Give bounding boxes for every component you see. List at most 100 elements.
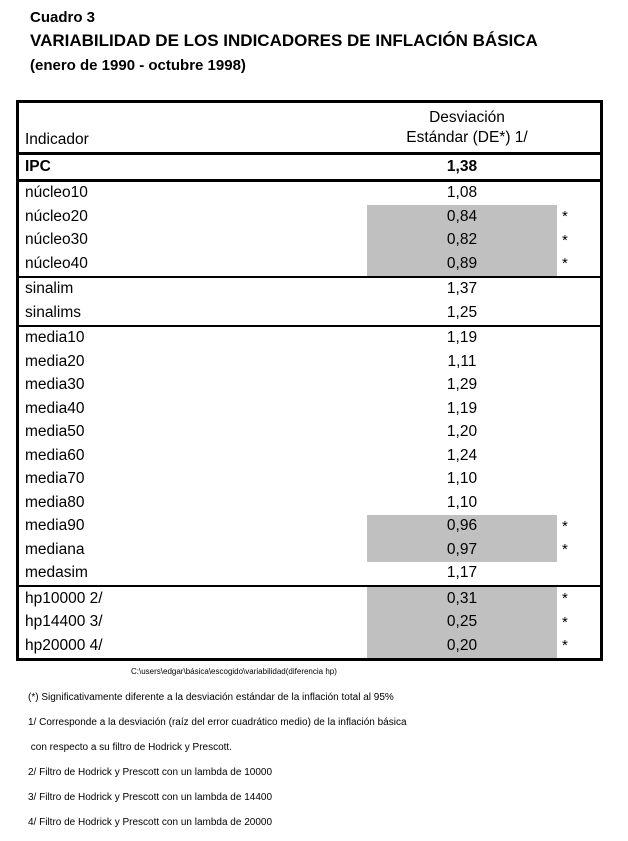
table-number: Cuadro 3	[30, 9, 96, 26]
row-indicator: núcleo20	[25, 207, 88, 225]
row-std-deviation-value: 1,38	[446, 157, 478, 175]
title-period: (enero de 1990 - octubre 1998)	[30, 57, 246, 74]
table-row: sinalims 1,25	[19, 301, 600, 325]
table-group-media: media10 1,19 media20 1,11 media30 1,29 media40…	[19, 327, 600, 587]
row-indicator: media40	[25, 399, 85, 417]
footnote-line: 4/ Filtro de Hodrick y Prescott con un l…	[28, 817, 273, 828]
table-row: hp10000 2/0,31 *	[19, 587, 600, 611]
row-significance-star	[557, 468, 600, 492]
row-significance-star: *	[562, 208, 568, 226]
row-indicator: media30	[25, 376, 85, 394]
table-row: media30 1,29	[19, 374, 600, 398]
header-std-deviation-line1: Desviación	[429, 109, 505, 126]
row-indicator: media20	[25, 352, 85, 370]
row-std-deviation-value: 1,19	[446, 399, 478, 417]
row-significance-star	[557, 350, 600, 374]
table-row: media60 1,24	[19, 444, 600, 468]
row-significance-star	[557, 374, 600, 398]
table-row: hp20000 4/0,20 *	[19, 634, 600, 658]
table-caption: C:\users\edgar\básica\escogido\variabili…	[131, 667, 337, 676]
row-std-deviation-value: 1,10	[446, 470, 478, 488]
row-indicator: media50	[25, 423, 85, 441]
row-std-deviation-value: 0,82	[367, 228, 557, 252]
row-std-deviation-value: 1,11	[447, 352, 477, 370]
row-indicator: IPC	[25, 157, 51, 175]
row-significance-star	[557, 278, 600, 302]
row-significance-star	[557, 301, 600, 325]
row-indicator: mediana	[25, 540, 85, 558]
row-indicator: media90	[25, 517, 85, 535]
header-spacer	[562, 103, 600, 152]
table-row: media10 1,19	[19, 327, 600, 351]
table-row: medasim 1,17	[19, 562, 600, 586]
row-significance-star	[557, 562, 600, 586]
header-indicator: Indicador	[25, 131, 89, 148]
row-std-deviation-value: 0,97	[367, 538, 557, 562]
row-significance-star	[557, 421, 600, 445]
row-significance-star: *	[562, 613, 568, 631]
row-indicator: media80	[25, 493, 85, 511]
row-std-deviation-value: 1,08	[446, 184, 478, 202]
table-header-row: Indicador Desviación Estándar (DE*) 1/	[19, 103, 600, 155]
row-std-deviation-value: 1,19	[446, 329, 478, 347]
row-indicator: hp14400 3/	[25, 613, 103, 631]
row-significance-star	[557, 444, 600, 468]
row-std-deviation-value: 0,25	[367, 610, 557, 634]
row-std-deviation-value: 0,96	[367, 514, 557, 538]
table-row: sinalim 1,37	[19, 278, 600, 302]
header-std-deviation-line2: Estándar (DE*) 1/	[406, 129, 528, 146]
footnote-line: 1/ Corresponde a la desviación (raíz del…	[28, 717, 407, 728]
row-significance-star	[557, 327, 600, 351]
table-group-sinalim: sinalim 1,37 sinalims 1,25	[19, 278, 600, 327]
table-row: media80 1,10	[19, 491, 600, 515]
table-row: núcleo10 1,08	[19, 182, 600, 206]
row-significance-star: *	[562, 255, 568, 273]
row-std-deviation-value: 1,29	[446, 376, 478, 394]
row-std-deviation-value: 1,25	[446, 303, 478, 321]
row-std-deviation-value: 1,24	[446, 446, 478, 464]
row-std-deviation-value: 1,20	[446, 423, 478, 441]
footnote-line: (*) Significativamente diferente a la de…	[28, 692, 394, 703]
row-indicator: sinalims	[25, 303, 81, 321]
row-significance-star	[557, 491, 600, 515]
table-group-nucleo: núcleo10 1,08 núcleo20 0,84 * núcleo30 0,82 * nú…	[19, 182, 600, 278]
row-indicator: medasim	[25, 564, 88, 582]
row-std-deviation-value: 0,89	[367, 252, 557, 276]
row-indicator: hp20000 4/	[25, 636, 103, 654]
row-significance-star: *	[562, 637, 568, 655]
table-row: media90 0,96 *	[19, 514, 600, 538]
table-group-ipc: IPC 1,38	[19, 155, 600, 182]
footnote-line: 2/ Filtro de Hodrick y Prescott con un l…	[28, 767, 273, 778]
table-row: núcleo20 0,84 *	[19, 205, 600, 229]
footnote-line: 3/ Filtro de Hodrick y Prescott con un l…	[28, 792, 273, 803]
row-std-deviation-value: 0,20	[367, 634, 557, 658]
row-indicator: media60	[25, 446, 85, 464]
table-row: media20 1,11	[19, 350, 600, 374]
table-row: mediana 0,97 *	[19, 538, 600, 562]
row-significance-star: *	[562, 517, 568, 535]
row-indicator: media10	[25, 329, 85, 347]
row-std-deviation-value: 0,84	[367, 205, 557, 229]
row-indicator: núcleo30	[25, 231, 88, 249]
row-indicator: hp10000 2/	[25, 589, 103, 607]
table-row: media40 1,19	[19, 397, 600, 421]
table-row: IPC 1,38	[19, 155, 600, 179]
table-body: IPC 1,38 núcleo10 1,08 núcleo20 0,84 * núcleo30…	[19, 155, 600, 658]
indicators-table: Indicador Desviación Estándar (DE*) 1/ I…	[16, 100, 603, 661]
table-group-hp: hp10000 2/0,31 * hp14400 3/0,25 * hp20000 4/…	[19, 587, 600, 658]
page-title: VARIABILIDAD DE LOS INDICADORES DE INFLA…	[30, 31, 538, 50]
table-row: núcleo40 0,89 *	[19, 252, 600, 276]
row-significance-star	[557, 397, 600, 421]
row-significance-star	[557, 182, 600, 206]
row-significance-star: *	[562, 541, 568, 559]
row-significance-star: *	[562, 590, 568, 608]
footnote-line: con respecto a su filtro de Hodrick y Pr…	[28, 742, 232, 753]
row-significance-star: *	[562, 231, 568, 249]
table-row: hp14400 3/0,25 *	[19, 610, 600, 634]
row-indicator: media70	[25, 470, 85, 488]
table-row: núcleo30 0,82 *	[19, 228, 600, 252]
footnotes: (*) Significativamente diferente a la de…	[28, 692, 588, 841]
row-std-deviation-value: 1,10	[446, 493, 478, 511]
header-std-deviation: Desviación Estándar (DE*) 1/	[372, 103, 562, 152]
